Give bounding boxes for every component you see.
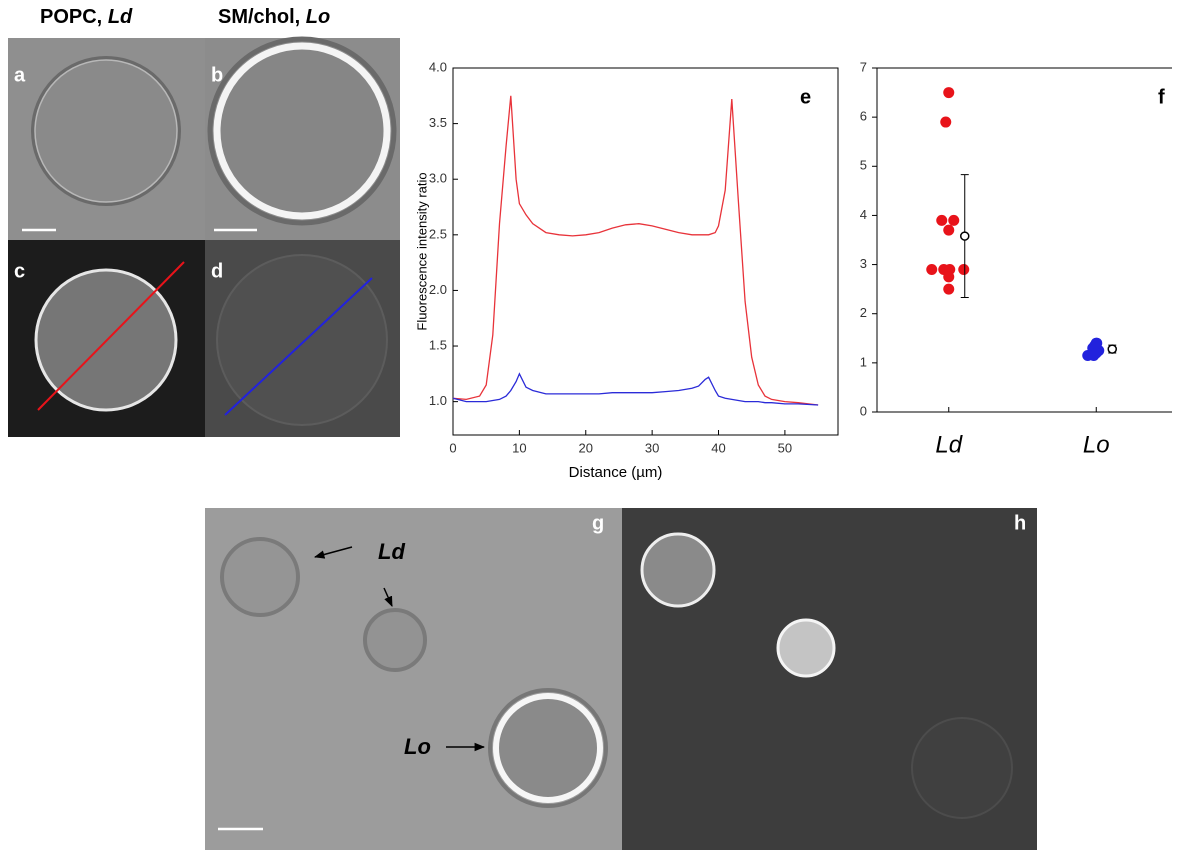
y-tick-label: 3.5	[429, 115, 447, 130]
mean-marker	[960, 231, 970, 241]
panel-label: d	[211, 260, 223, 282]
data-point	[958, 263, 970, 275]
data-point	[943, 224, 955, 236]
y-tick-label: 4	[860, 207, 867, 222]
micrographs	[205, 508, 1037, 850]
data-point	[943, 283, 955, 295]
x-tick-label: 50	[778, 440, 792, 455]
mean-marker	[1107, 344, 1117, 354]
x-axis-label: Distance (µm)	[569, 464, 663, 481]
data-point	[1088, 349, 1100, 361]
panel-label: b	[211, 64, 223, 86]
x-tick-label: 40	[711, 440, 725, 455]
x-tick-label: 0	[449, 440, 456, 455]
y-tick-label: 3	[860, 256, 867, 271]
panel-label: g	[592, 512, 604, 534]
line-series	[452, 372, 819, 406]
panel-label: c	[14, 260, 25, 282]
x-tick-label: Lo	[1083, 431, 1110, 458]
header: POPC, Ld	[40, 6, 133, 28]
panel-label: a	[14, 64, 26, 86]
x-tick-label: 20	[579, 440, 593, 455]
data-point	[943, 271, 955, 283]
y-tick-label: 1.5	[429, 337, 447, 352]
x-tick-label: 30	[645, 440, 659, 455]
y-tick-label: 6	[860, 109, 867, 124]
data-point	[926, 263, 938, 275]
plot-frame	[452, 67, 839, 436]
y-tick-label: 0	[860, 403, 867, 418]
data-point	[943, 87, 955, 99]
header: SM/chol, Lo	[218, 6, 330, 28]
y-axis-label: Fluorescence intensity ratio	[414, 172, 429, 330]
y-tick-label: 2	[860, 305, 867, 320]
micrographs	[8, 36, 400, 437]
y-tick-label: 5	[860, 158, 867, 173]
y-tick-label: 7	[860, 59, 867, 74]
x-tick-label: 10	[512, 440, 526, 455]
y-tick-label: 4.0	[429, 59, 447, 74]
data-point	[1091, 337, 1103, 349]
line-series	[452, 95, 819, 406]
y-tick-label: 2.0	[429, 282, 447, 297]
y-tick-label: 3.0	[429, 171, 447, 186]
x-tick-label: Ld	[935, 431, 962, 458]
y-tick-label: 2.5	[429, 226, 447, 241]
panel-label: h	[1014, 512, 1026, 534]
data-point	[940, 116, 952, 128]
y-tick-label: 1.0	[429, 393, 447, 408]
data-point	[936, 214, 948, 226]
y-tick-label: 1	[860, 354, 867, 369]
panel-label: f	[1158, 86, 1165, 108]
panel-label: e	[800, 86, 811, 108]
annotation: Ld	[378, 539, 405, 564]
annotation: Lo	[404, 734, 431, 759]
data-point	[948, 214, 960, 226]
